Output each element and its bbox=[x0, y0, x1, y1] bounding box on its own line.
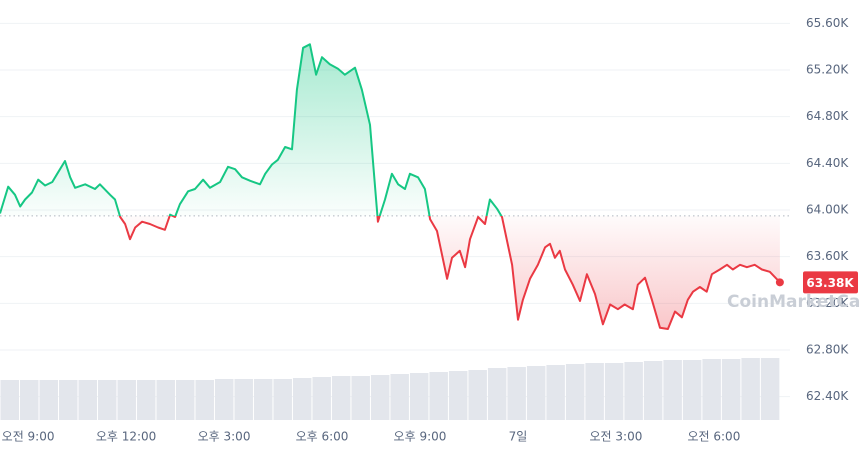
volume-bar bbox=[624, 362, 643, 420]
volume-bar bbox=[58, 380, 78, 420]
y-tick-label: 63.60K bbox=[806, 249, 849, 263]
volume-bar bbox=[351, 376, 370, 420]
volume-bar bbox=[429, 372, 448, 420]
volume-bar bbox=[331, 376, 351, 420]
volume-bar bbox=[760, 358, 780, 420]
x-tick-label: 오후 9:00 bbox=[394, 430, 447, 444]
y-tick-label: 65.60K bbox=[806, 16, 849, 30]
price-area bbox=[0, 44, 780, 330]
volume-bar bbox=[19, 380, 39, 420]
price-line bbox=[0, 43, 781, 330]
volume-bar bbox=[565, 364, 585, 420]
y-tick-label: 63.20K bbox=[806, 296, 849, 310]
volume-bar bbox=[370, 375, 390, 420]
volume-bar bbox=[546, 365, 565, 420]
volume-bar bbox=[468, 370, 487, 420]
volume-bar bbox=[487, 368, 507, 420]
volume-bar bbox=[117, 380, 136, 420]
x-tick-label: 오전 9:00 bbox=[2, 430, 55, 444]
volume-bar bbox=[604, 363, 624, 420]
volume-bar bbox=[78, 380, 97, 420]
volume-bar bbox=[97, 380, 117, 420]
volume-bar bbox=[663, 360, 682, 420]
price-tag-label: 63.38K bbox=[806, 276, 854, 290]
volume-bar bbox=[156, 380, 175, 420]
x-tick-label: 오전 3:00 bbox=[590, 430, 643, 444]
price-tag bbox=[803, 271, 858, 294]
x-tick-label: 오후 12:00 bbox=[96, 430, 156, 444]
volume-bar bbox=[526, 366, 546, 420]
volume-bar bbox=[136, 380, 156, 420]
volume-bar bbox=[292, 378, 312, 420]
y-tick-label: 64.40K bbox=[806, 156, 849, 170]
volume-bar bbox=[273, 379, 292, 420]
volume-bar bbox=[39, 380, 58, 420]
volume-bar bbox=[195, 380, 214, 420]
volume-bar bbox=[214, 379, 234, 420]
y-tick-label: 64.00K bbox=[806, 203, 849, 217]
volume-bar bbox=[643, 361, 663, 420]
x-tick-label: 오전 6:00 bbox=[687, 430, 740, 444]
x-tick-label: 오후 6:00 bbox=[296, 430, 349, 444]
volume-bar bbox=[702, 359, 721, 420]
volume-bar bbox=[234, 379, 253, 420]
volume-bar bbox=[507, 367, 526, 420]
volume-bar bbox=[585, 363, 604, 420]
x-tick-label: 7일 bbox=[509, 430, 528, 444]
y-tick-label: 62.80K bbox=[806, 343, 849, 357]
volume-bar bbox=[682, 360, 702, 420]
volume-bar bbox=[253, 379, 273, 420]
volume-bar bbox=[448, 371, 468, 420]
volume-bar bbox=[0, 380, 19, 420]
volume-bar bbox=[175, 380, 195, 420]
current-dot bbox=[775, 278, 784, 287]
volume-bar bbox=[390, 374, 409, 420]
y-tick-label: 62.40K bbox=[806, 389, 849, 403]
y-tick-label: 65.20K bbox=[806, 63, 849, 77]
y-tick-label: 64.80K bbox=[806, 109, 849, 123]
volume-bar bbox=[409, 373, 429, 420]
volume-bar bbox=[312, 377, 331, 420]
x-tick-label: 오후 3:00 bbox=[198, 430, 251, 444]
volume-bar bbox=[721, 359, 741, 420]
volume-bar bbox=[741, 358, 760, 420]
watermark: CoinMarketCap bbox=[727, 292, 860, 312]
